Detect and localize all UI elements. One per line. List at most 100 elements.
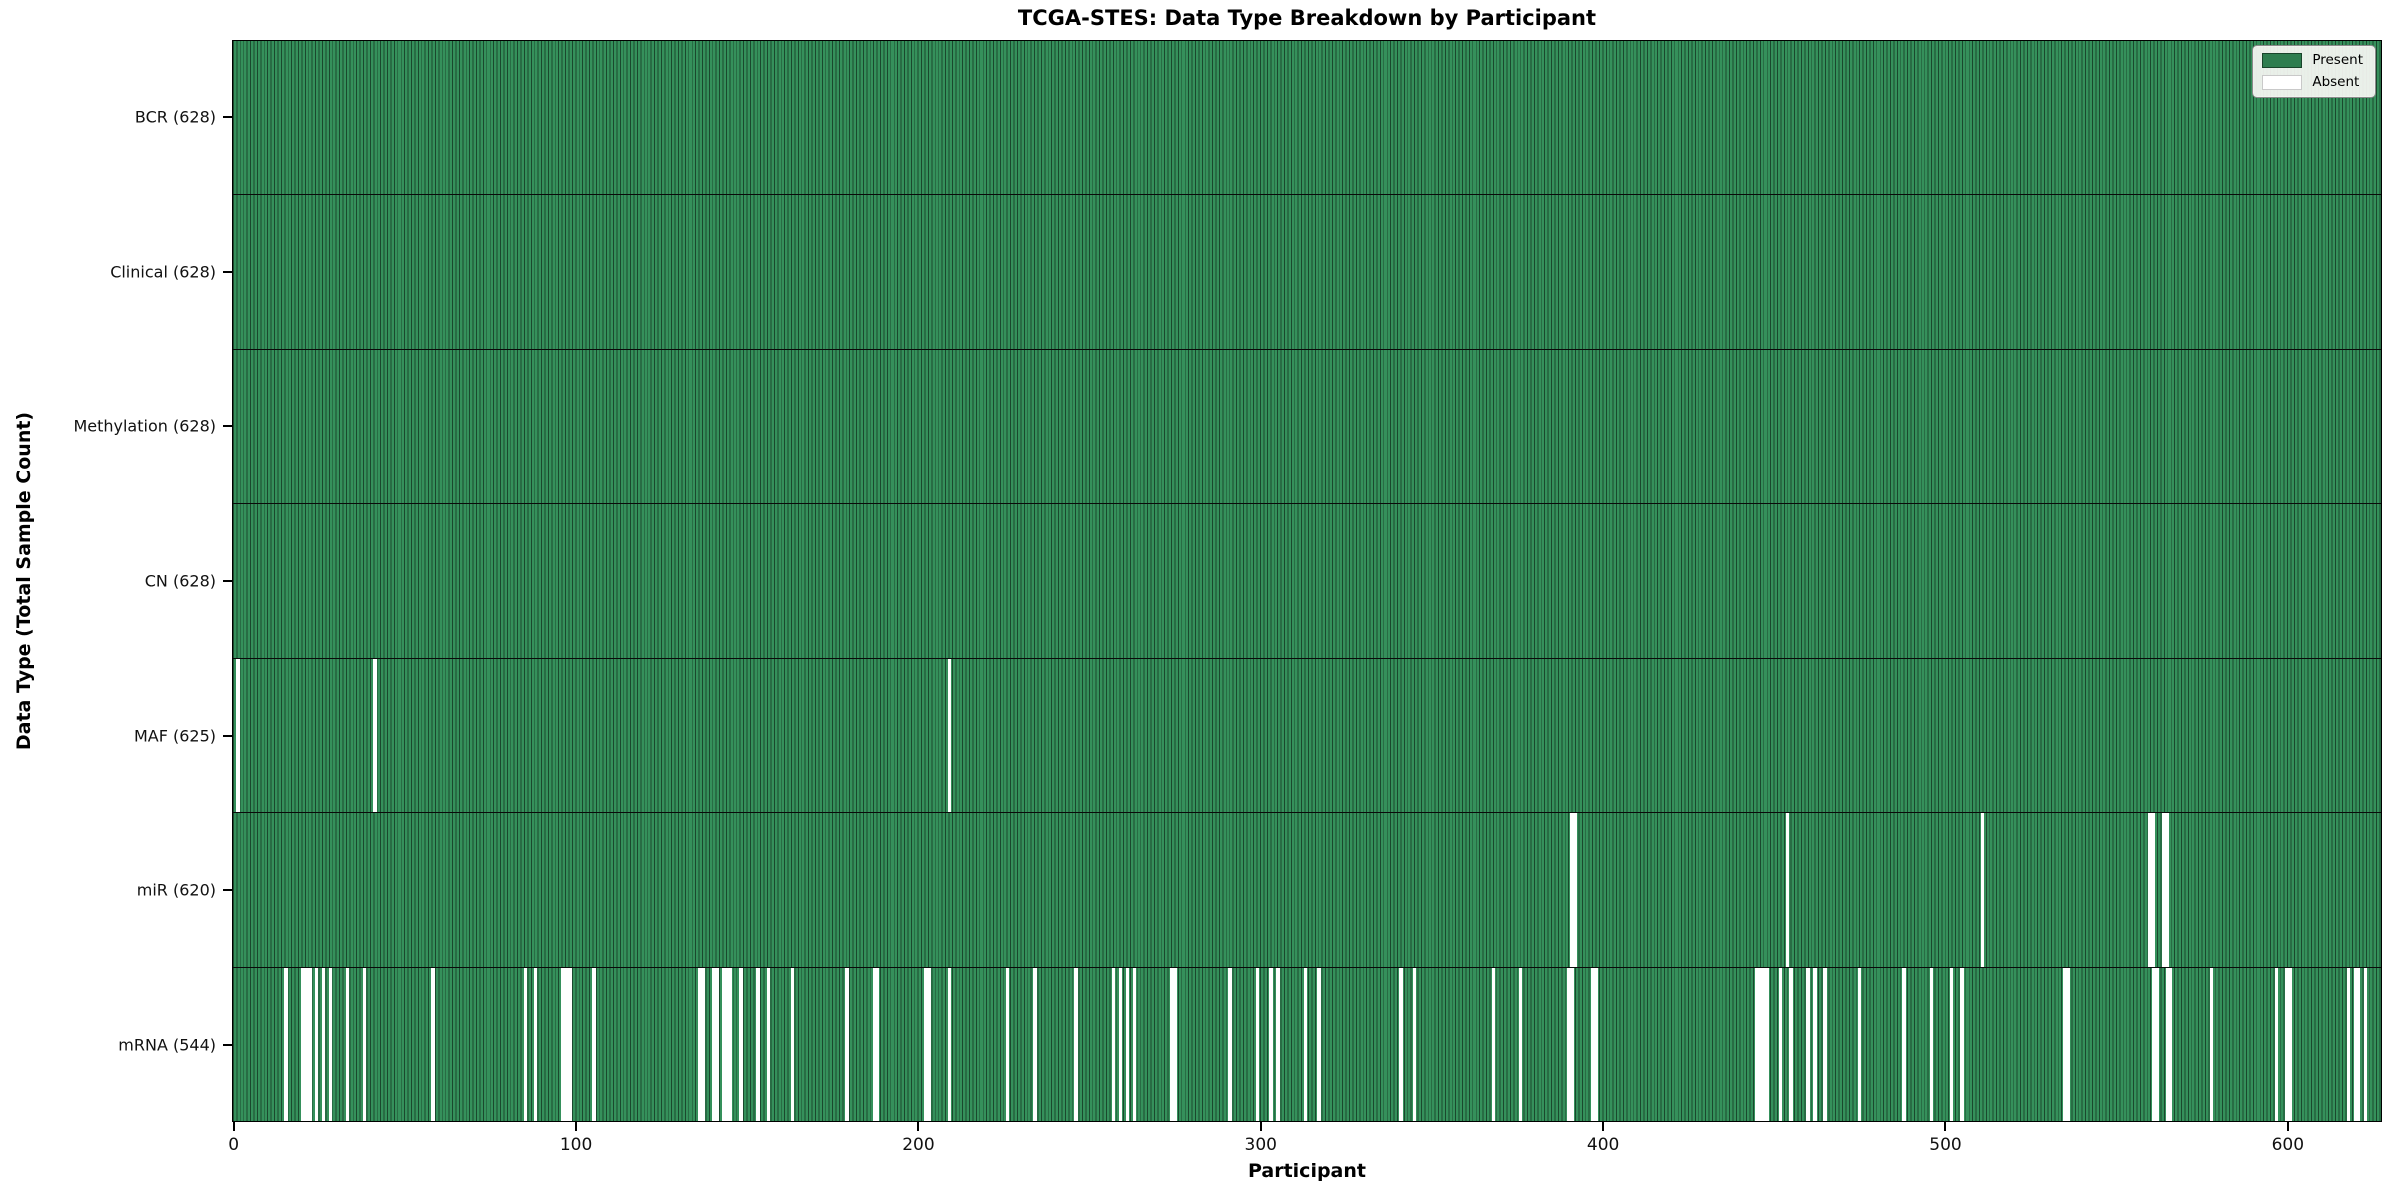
absent-gap [284, 967, 288, 1121]
absent-gap [2151, 967, 2156, 1121]
absent-gap [362, 967, 367, 1121]
legend-item-absent: Absent [2262, 75, 2363, 90]
absent-gap [1789, 967, 1793, 1121]
absent-gap [1950, 967, 1954, 1121]
absent-gap [2062, 967, 2067, 1121]
plot-area: Present Absent [232, 40, 2382, 1122]
absent-gap [1074, 967, 1078, 1121]
absent-gap [564, 967, 569, 1121]
absent-gap [1902, 967, 1906, 1121]
x-tick-label-300: 300 [1244, 1135, 1278, 1155]
absent-gap [568, 967, 572, 1121]
absent-gap [2168, 967, 2173, 1121]
absent-gap [872, 967, 877, 1121]
absent-gap [1594, 967, 1598, 1121]
absent-gap [2363, 967, 2368, 1121]
absent-gap [561, 967, 565, 1121]
x-tick-mark [1259, 1122, 1262, 1131]
absent-gap [1857, 967, 1862, 1121]
x-tick-label-600: 600 [2271, 1135, 2305, 1155]
absent-gap [1033, 967, 1037, 1121]
legend: Present Absent [2252, 45, 2376, 98]
absent-gap [1980, 813, 1985, 967]
absent-gap [236, 658, 240, 813]
absent-gap [1570, 813, 1574, 967]
x-axis-title: Participant [1247, 1160, 1366, 1182]
absent-swatch-icon [2262, 75, 2303, 90]
x-tick-label-200: 200 [902, 1135, 935, 1155]
absent-gap [1317, 967, 1321, 1121]
absent-gap [2288, 967, 2293, 1121]
y-tick-label-mrna: mRNA (544) [118, 1035, 216, 1055]
absent-gap [1573, 813, 1578, 967]
absent-gap [1173, 967, 1177, 1121]
absent-gap [1112, 967, 1116, 1121]
absent-gap [947, 658, 952, 813]
absent-gap [1765, 967, 1769, 1121]
absent-gap [592, 967, 596, 1121]
heatmap-row-maf [233, 658, 2381, 814]
absent-gap [2066, 967, 2070, 1121]
heatmap-row-mrna [233, 967, 2381, 1121]
legend-item-present: Present [2262, 53, 2363, 68]
x-tick-mark [917, 1122, 920, 1131]
absent-gap [1566, 967, 1571, 1121]
heatmap-row-clinical [233, 195, 2381, 350]
heatmap-row-mir [233, 813, 2381, 968]
absent-gap [2165, 967, 2169, 1121]
absent-gap [739, 967, 743, 1121]
absent-gap [1929, 967, 1933, 1121]
absent-gap [766, 967, 770, 1121]
absent-gap [431, 967, 435, 1121]
x-tick-mark [1944, 1122, 1947, 1131]
legend-label-absent: Absent [2312, 73, 2360, 90]
chart-title: TCGA-STES: Data Type Breakdown by Partic… [1017, 6, 1597, 30]
absent-gap [2285, 967, 2289, 1121]
absent-gap [1170, 967, 1174, 1121]
absent-gap [1269, 967, 1273, 1121]
absent-gap [1779, 967, 1783, 1121]
absent-gap [1785, 813, 1790, 967]
absent-gap [715, 967, 719, 1121]
y-tick-label-bcr: BCR (628) [134, 107, 216, 127]
x-axis-tick-labels: 0 100 200 300 400 500 600 [228, 1122, 2382, 1172]
absent-gap [701, 967, 705, 1121]
absent-gap [1570, 967, 1574, 1121]
absent-gap [1132, 967, 1136, 1121]
absent-gap [1823, 967, 1827, 1121]
heatmap-row-cn [233, 504, 2381, 659]
y-axis-tick-labels: BCR (628) Clinical (628) Methylation (628)… [0, 40, 232, 1122]
x-tick-label-0: 0 [228, 1135, 240, 1155]
absent-gap [533, 967, 538, 1121]
y-tick-label-cn: CN (628) [144, 571, 216, 591]
absent-gap [2353, 967, 2358, 1121]
x-tick-mark [2286, 1122, 2289, 1131]
y-tick-mark [223, 580, 232, 582]
y-tick-mark [223, 270, 232, 273]
absent-gap [328, 967, 333, 1121]
y-tick-label-clinical: Clinical (628) [110, 262, 216, 282]
absent-gap [2151, 813, 2156, 967]
absent-gap [2155, 967, 2159, 1121]
x-tick-label-500: 500 [1929, 1135, 1962, 1155]
absent-gap [315, 967, 319, 1121]
y-tick-mark [223, 889, 232, 892]
heatmap-row-methylation [233, 349, 2381, 505]
heatmap-row-bcr [233, 41, 2381, 196]
absent-gap [1255, 967, 1260, 1121]
absent-gap [876, 967, 880, 1121]
absent-gap [756, 967, 760, 1121]
absent-gap [1755, 967, 1759, 1121]
absent-gap [927, 967, 931, 1121]
absent-gap [2165, 813, 2169, 967]
absent-gap [2274, 967, 2279, 1121]
absent-gap [790, 967, 794, 1121]
absent-gap [1006, 967, 1010, 1121]
absent-gap [1125, 967, 1130, 1121]
absent-gap [1761, 967, 1766, 1121]
absent-gap [1960, 967, 1964, 1121]
y-tick-label-mir: miR (620) [136, 880, 216, 900]
absent-gap [321, 967, 326, 1121]
absent-gap [1413, 967, 1417, 1121]
